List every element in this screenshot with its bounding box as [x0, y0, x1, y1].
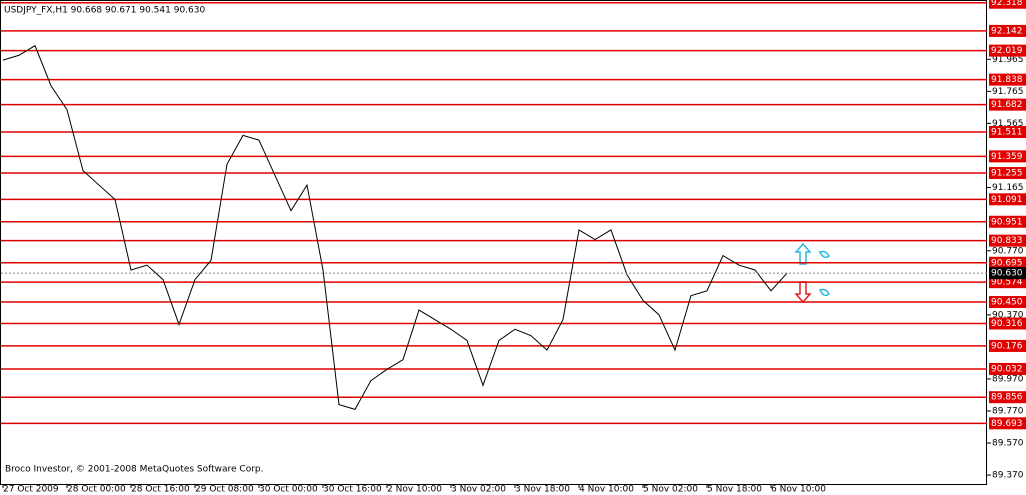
- plot-frame: [0, 0, 987, 485]
- level-label-box: [989, 256, 1026, 269]
- x-tick-label: 4 Nov 10:00: [579, 485, 634, 495]
- level-label: 92.142: [991, 26, 1023, 36]
- level-label: 90.176: [991, 341, 1023, 351]
- level-label: 91.359: [991, 152, 1023, 162]
- level-label-box: [989, 98, 1026, 111]
- x-tick-label: 29 Oct 08:00: [195, 485, 254, 495]
- level-label: 90.450: [991, 298, 1023, 308]
- level-label-box: [989, 167, 1026, 180]
- x-tick-label: 5 Nov 02:00: [643, 485, 698, 495]
- y-tick-label: 89.770: [992, 406, 1024, 416]
- x-tick-label: 5 Nov 18:00: [707, 485, 762, 495]
- y-tick-label: 89.370: [992, 471, 1024, 481]
- level-label: 92.019: [991, 46, 1023, 56]
- x-tick-label: 28 Oct 16:00: [131, 485, 190, 495]
- y-tick-label: 91.565: [992, 119, 1024, 129]
- level-label: 89.693: [991, 419, 1023, 429]
- x-tick-label: 28 Oct 00:00: [67, 485, 126, 495]
- level-label-box: [989, 339, 1026, 352]
- level-label: 91.091: [991, 195, 1023, 205]
- current-price-box: [989, 267, 1026, 280]
- y-tick-label: 90.770: [992, 246, 1024, 256]
- level-label: 92.318: [991, 0, 1023, 8]
- y-tick-label: 91.165: [992, 183, 1024, 193]
- level-label-box: [989, 317, 1026, 330]
- level-label-box: [989, 193, 1026, 206]
- x-tick-label: 3 Nov 18:00: [515, 485, 570, 495]
- x-tick-label: 6 Nov 10:00: [771, 485, 826, 495]
- level-label: 90.032: [991, 364, 1023, 374]
- buy-arrow: [794, 242, 830, 265]
- level-label-box: [989, 362, 1026, 375]
- level-label-box: [989, 24, 1026, 37]
- y-tick-label: 90.370: [992, 310, 1024, 320]
- level-label-box: [989, 296, 1026, 309]
- level-label: 90.695: [991, 258, 1023, 268]
- level-label: 90.316: [991, 319, 1023, 329]
- level-label-box: [989, 0, 1026, 9]
- x-tick-label: 30 Oct 00:00: [259, 485, 318, 495]
- level-label-box: [989, 234, 1026, 247]
- level-label-box: [989, 126, 1026, 139]
- level-label: 90.574: [991, 278, 1023, 288]
- x-tick-label: 2 Nov 10:00: [387, 485, 442, 495]
- level-label: 91.838: [991, 75, 1023, 85]
- y-tick-label: 91.765: [992, 87, 1024, 97]
- current-price-label: 90.630: [991, 269, 1023, 279]
- level-label: 90.951: [991, 217, 1023, 227]
- level-label-box: [989, 391, 1026, 404]
- level-label-box: [989, 44, 1026, 57]
- level-label: 91.255: [991, 169, 1023, 179]
- level-label-box: [989, 417, 1026, 430]
- level-label-box: [989, 215, 1026, 228]
- y-tick-label: 89.570: [992, 439, 1024, 449]
- level-label-box: [989, 73, 1026, 86]
- x-tick-label: 27 Oct 2009: [3, 485, 59, 495]
- footer: Broco Investor, © 2001-2008 MetaQuotes S…: [5, 465, 264, 475]
- price-line: [2, 44, 788, 410]
- level-label: 91.682: [991, 100, 1023, 110]
- y-tick-label: 91.965: [992, 55, 1024, 65]
- level-label: 91.511: [991, 128, 1023, 138]
- chart-title: USDJPY_FX,H1 90.668 90.671 90.541 90.630: [4, 6, 205, 16]
- x-tick-label: 30 Oct 16:00: [323, 485, 382, 495]
- level-label-box: [989, 150, 1026, 163]
- y-tick-label: 89.970: [992, 374, 1024, 384]
- level-label: 90.833: [991, 236, 1023, 246]
- x-tick-label: 3 Nov 02:00: [451, 485, 506, 495]
- level-label: 89.856: [991, 393, 1023, 403]
